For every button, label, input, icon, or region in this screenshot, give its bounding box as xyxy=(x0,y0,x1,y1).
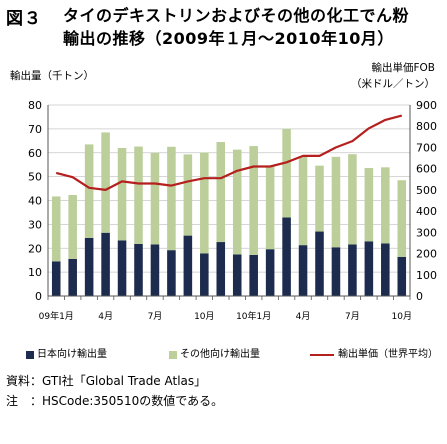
legend-label-japan: 日本向け輸出量 xyxy=(37,349,107,360)
x-category-label: 7月 xyxy=(148,311,163,322)
bar-japan xyxy=(397,256,407,296)
y-right-tick-label: 800 xyxy=(416,120,437,133)
chart-bars xyxy=(51,128,407,296)
legend-label-price: 輸出単価（世界平均） xyxy=(338,349,438,360)
chart-line xyxy=(55,114,403,191)
x-category-label: 10月 xyxy=(392,311,412,322)
bar-japan xyxy=(150,244,160,296)
bar-other xyxy=(381,167,390,244)
bar-japan xyxy=(298,245,308,296)
bar-japan xyxy=(101,232,110,296)
figure-title-text: タイのデキストリンおよびその他の化工でん粉 輸出の推移（2009年１月～2010… xyxy=(63,4,409,50)
bar-japan xyxy=(315,231,324,296)
bar-other xyxy=(348,154,357,245)
x-category-label: 4月 xyxy=(98,311,113,322)
legend-label-other: その他向け輸出量 xyxy=(180,349,260,360)
x-category-label: 10月 xyxy=(194,311,214,322)
bar-japan xyxy=(265,249,275,296)
y-left-axis-label: 輸出量（千トン） xyxy=(10,69,94,82)
bar-japan xyxy=(331,247,341,296)
y-left-tick-label: 40 xyxy=(28,195,42,208)
bar-japan xyxy=(134,243,143,296)
bar-other xyxy=(167,146,176,251)
bar-japan xyxy=(216,242,226,296)
y-right-tick-label: 900 xyxy=(416,99,437,112)
bar-japan xyxy=(282,217,291,296)
legend-swatch-other xyxy=(169,351,177,359)
y-right-tick-label: 0 xyxy=(416,290,423,303)
bar-other xyxy=(282,128,291,218)
bar-japan xyxy=(249,254,258,296)
bar-other xyxy=(51,196,61,262)
y-left-tick-label: 20 xyxy=(28,242,42,255)
bar-other xyxy=(364,168,374,242)
x-category-label: 10年1月 xyxy=(236,310,271,322)
y-left-tick-label: 70 xyxy=(28,123,42,136)
x-category-label: 4月 xyxy=(296,311,311,322)
bar-other xyxy=(150,152,160,245)
y-right-tick-label: 100 xyxy=(416,269,437,282)
bar-other xyxy=(249,146,258,255)
chart-legend: 日本向け輸出量 その他向け輸出量 輸出単価（世界平均） xyxy=(26,348,446,362)
bar-other xyxy=(298,156,308,246)
y-right-tick-label: 400 xyxy=(416,205,437,218)
y-left-tick-label: 60 xyxy=(28,147,42,160)
legend-swatch-japan xyxy=(26,351,34,359)
y-right-tick-label: 700 xyxy=(416,141,437,154)
bar-other xyxy=(397,180,407,257)
y-left-tick-label: 10 xyxy=(28,266,42,279)
bar-other xyxy=(216,142,226,243)
chart-axes: 0102030405060708001002003004005006007008… xyxy=(28,99,437,322)
y-right-tick-label: 500 xyxy=(416,184,437,197)
bar-japan xyxy=(183,235,193,296)
price-line xyxy=(55,114,403,191)
bar-other xyxy=(68,195,77,259)
bar-japan xyxy=(117,240,127,296)
legend-line-price xyxy=(310,354,334,356)
bar-other xyxy=(200,152,209,254)
bar-japan xyxy=(51,261,61,296)
bar-japan xyxy=(84,237,94,296)
bar-other xyxy=(265,166,275,250)
figure-number: 図３ xyxy=(6,9,42,29)
bar-other xyxy=(117,147,127,241)
bar-other xyxy=(331,156,341,248)
bar-other xyxy=(84,144,94,238)
bar-japan xyxy=(167,250,176,296)
hscode-note-label: 注 xyxy=(6,394,19,408)
bar-japan xyxy=(68,258,77,296)
bar-other xyxy=(183,154,193,236)
source-note-text: GTI社「Global Trade Atlas」 xyxy=(42,374,207,388)
bar-japan xyxy=(232,254,242,296)
figure-title-line2: 輸出の推移（2009年１月～2010年10月） xyxy=(63,29,394,48)
y-left-tick-label: 30 xyxy=(28,218,42,231)
source-note-label: 資料： xyxy=(6,374,43,388)
bar-japan xyxy=(348,244,357,296)
bar-other xyxy=(315,165,324,232)
y-right-tick-label: 600 xyxy=(416,163,437,176)
bar-other xyxy=(232,149,242,255)
y-right-tick-label: 300 xyxy=(416,226,437,239)
y-right-axis-label-line1: 輸出単価FOB xyxy=(371,61,435,74)
x-category-label: 7月 xyxy=(345,311,360,322)
y-left-tick-label: 50 xyxy=(28,171,42,184)
bar-japan xyxy=(381,243,390,296)
y-right-tick-label: 200 xyxy=(416,248,437,261)
y-left-tick-label: 80 xyxy=(28,99,42,112)
hscode-note-text: ：HSCode:350510の数値である。 xyxy=(30,394,224,408)
figure-title-line1: タイのデキストリンおよびその他の化工でん粉 xyxy=(63,6,410,25)
y-left-tick-label: 0 xyxy=(35,290,42,303)
y-right-axis-label-line2: （米ドル／トン） xyxy=(351,77,435,90)
chart: 0102030405060708001002003004005006007008… xyxy=(10,61,437,322)
x-category-label: 09年1月 xyxy=(39,310,74,322)
bar-other xyxy=(134,146,143,244)
bar-other xyxy=(101,132,110,233)
bar-japan xyxy=(364,241,374,296)
bar-japan xyxy=(200,253,209,296)
